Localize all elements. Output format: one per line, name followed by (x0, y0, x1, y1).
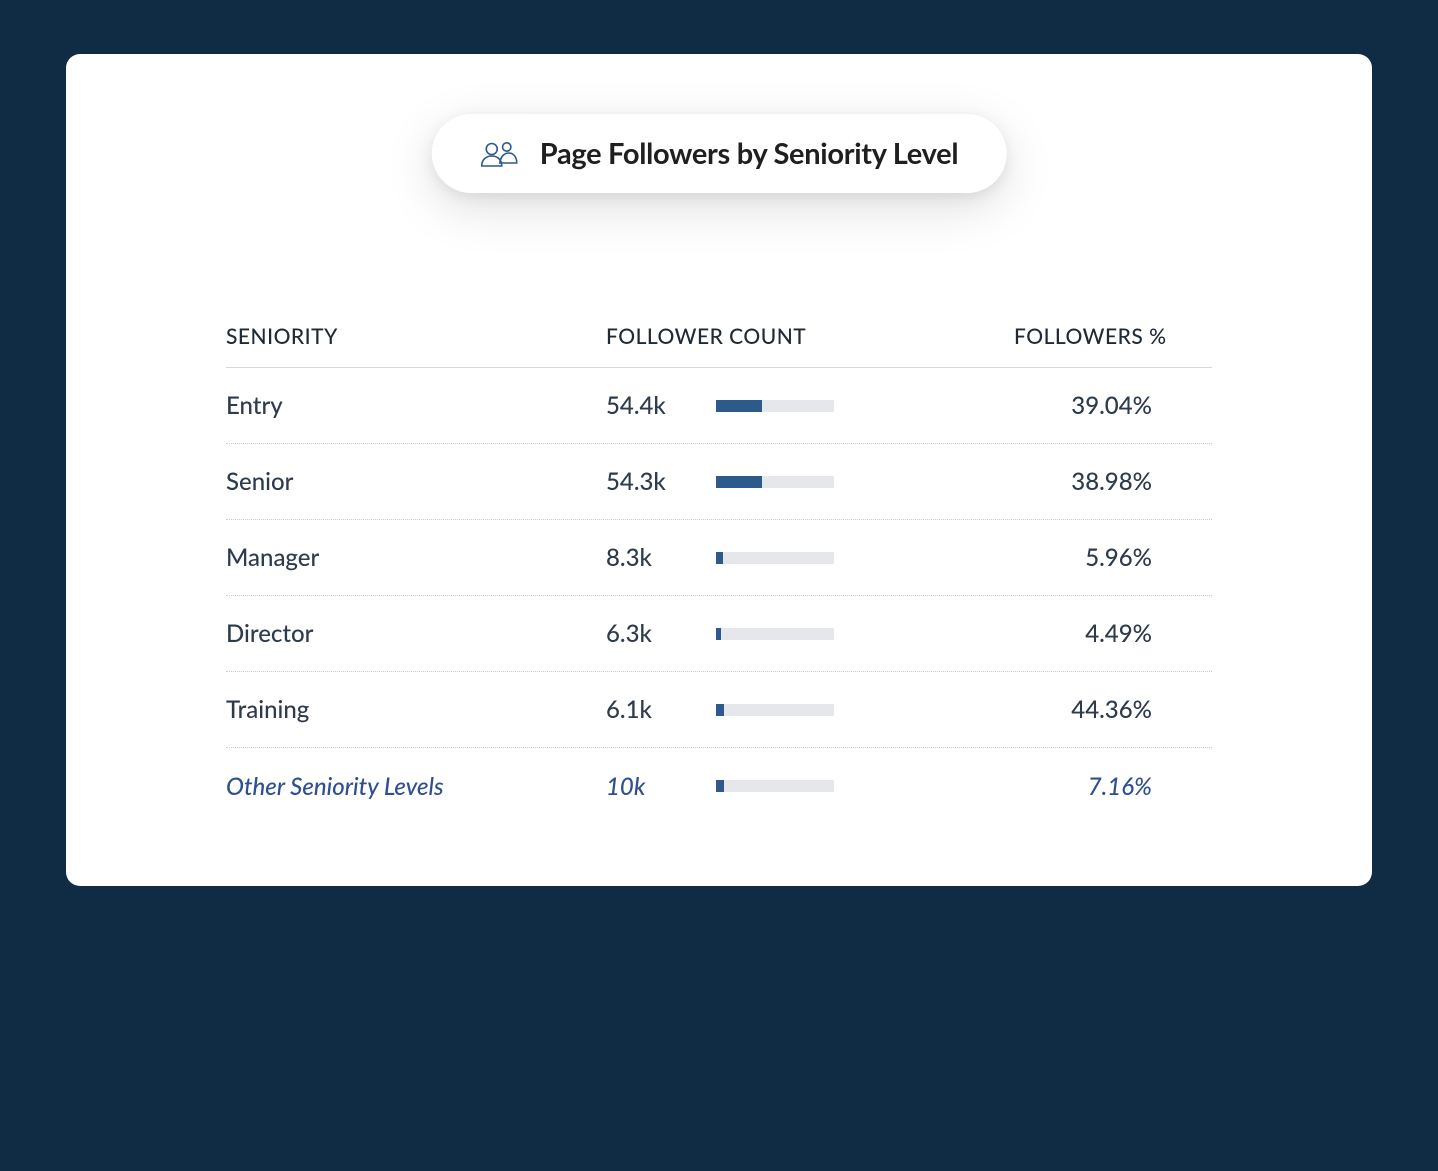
table-row: Director 6.3k 4.49% (226, 596, 1212, 672)
row-count: 10k (606, 772, 706, 801)
row-count: 6.1k (606, 695, 706, 724)
row-label: Director (226, 619, 596, 648)
row-count: 54.4k (606, 391, 706, 420)
row-label: Manager (226, 543, 596, 572)
followers-table: SENIORITY FOLLOWER COUNT FOLLOWERS % Ent… (226, 324, 1212, 824)
row-bar (716, 552, 834, 564)
people-icon (480, 139, 520, 169)
row-count: 54.3k (606, 467, 706, 496)
row-bar-fill (716, 476, 762, 488)
row-count: 6.3k (606, 619, 706, 648)
row-bar (716, 780, 834, 792)
card-title-pill: Page Followers by Seniority Level (432, 114, 1007, 193)
row-bar-fill (716, 780, 724, 792)
col-pct: FOLLOWERS % (926, 324, 1212, 349)
row-bar (716, 400, 834, 412)
row-bar-fill (716, 704, 724, 716)
col-count: FOLLOWER COUNT (606, 324, 916, 349)
card-title: Page Followers by Seniority Level (540, 136, 959, 171)
row-bar (716, 476, 834, 488)
row-bar (716, 704, 834, 716)
row-bar-fill (716, 552, 723, 564)
table-row-other[interactable]: Other Seniority Levels 10k 7.16% (226, 748, 1212, 824)
table-row: Manager 8.3k 5.96% (226, 520, 1212, 596)
row-pct: 39.04% (926, 391, 1212, 420)
table-row: Senior 54.3k 38.98% (226, 444, 1212, 520)
table-row: Entry 54.4k 39.04% (226, 368, 1212, 444)
row-label: Entry (226, 391, 596, 420)
followers-card: Page Followers by Seniority Level SENIOR… (66, 54, 1372, 886)
row-count: 8.3k (606, 543, 706, 572)
row-bar-fill (716, 628, 721, 640)
row-pct: 4.49% (926, 619, 1212, 648)
table-header: SENIORITY FOLLOWER COUNT FOLLOWERS % (226, 324, 1212, 368)
row-pct: 44.36% (926, 695, 1212, 724)
row-label: Other Seniority Levels (226, 772, 596, 801)
row-bar (716, 628, 834, 640)
col-seniority: SENIORITY (226, 324, 596, 349)
row-pct: 5.96% (926, 543, 1212, 572)
row-label: Senior (226, 467, 596, 496)
table-row: Training 6.1k 44.36% (226, 672, 1212, 748)
row-pct: 38.98% (926, 467, 1212, 496)
row-label: Training (226, 695, 596, 724)
row-bar-fill (716, 400, 762, 412)
row-pct: 7.16% (926, 772, 1212, 801)
